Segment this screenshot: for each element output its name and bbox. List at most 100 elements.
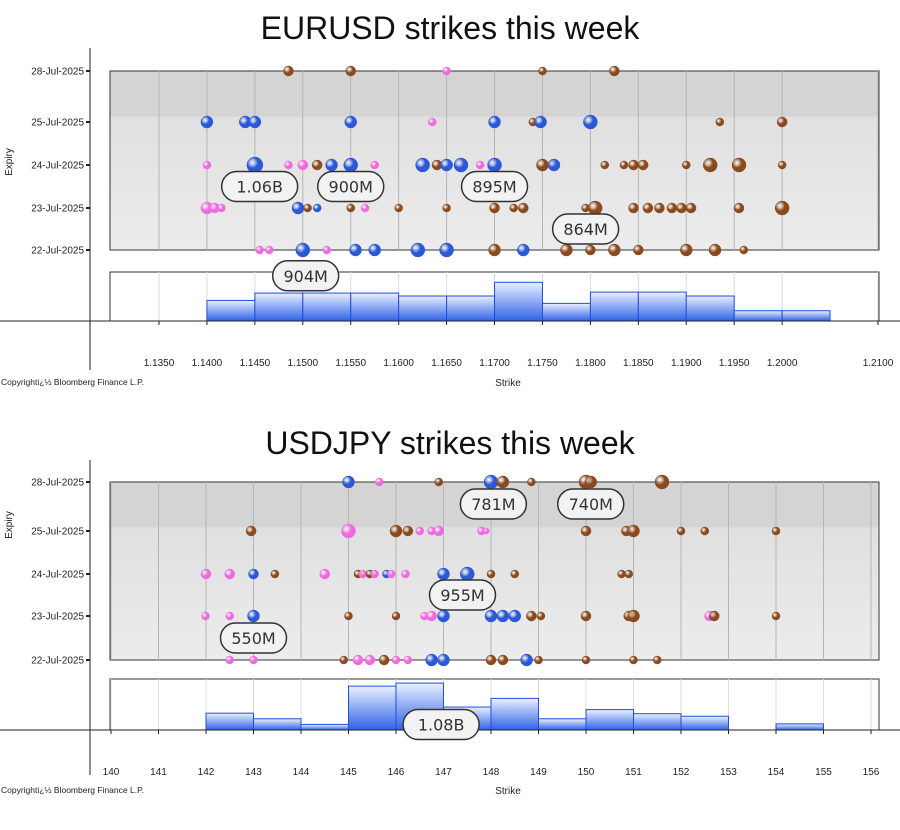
strike-point-brown xyxy=(270,569,280,579)
histogram-bar xyxy=(494,281,543,322)
y-tick-label: 28-Jul-2025 xyxy=(31,478,84,489)
copyright-notice: Copyrighti¿½ Bloomberg Finance L.P. xyxy=(1,785,144,795)
strike-point-pink xyxy=(415,526,424,536)
strike-point-blue xyxy=(437,567,450,581)
strike-point-blue xyxy=(487,157,502,173)
strike-point-brown xyxy=(619,160,629,170)
strike-point-brown xyxy=(339,655,348,665)
histogram-bar xyxy=(781,310,831,322)
y-tick-label: 23-Jul-2025 xyxy=(31,612,84,623)
callout-label: 781M xyxy=(471,495,515,514)
x-tick-label: 1.1800 xyxy=(575,358,606,369)
histogram-bar xyxy=(633,713,682,731)
strike-point-pink xyxy=(403,655,413,665)
strike-point-brown xyxy=(585,244,596,256)
strike-point-blue xyxy=(248,115,262,129)
strike-point-blue xyxy=(520,653,533,667)
strike-point-blue xyxy=(349,243,362,257)
strike-point-brown xyxy=(584,475,597,489)
callout-label: 904M xyxy=(284,267,328,286)
strike-point-pink xyxy=(360,203,370,213)
callout-box xyxy=(219,622,288,654)
strike-point-pink xyxy=(297,159,309,171)
x-tick-label: 1.1850 xyxy=(623,358,654,369)
strike-point-blue xyxy=(415,157,430,173)
strike-point-brown xyxy=(303,203,312,213)
strike-point-brown xyxy=(702,157,718,173)
strike-point-pink xyxy=(201,611,210,621)
strike-point-brown xyxy=(771,611,781,621)
strike-point-brown xyxy=(344,611,353,621)
callout-label: 900M xyxy=(329,178,373,197)
callout-box xyxy=(459,488,528,520)
callout-label: 1.06B xyxy=(236,178,283,197)
strike-point-pink xyxy=(200,568,212,580)
y-tick-label: 22-Jul-2025 xyxy=(31,246,84,257)
strike-point-blue xyxy=(312,203,322,213)
histogram-bar xyxy=(253,718,302,731)
x-tick-label: 1.1900 xyxy=(671,358,702,369)
x-tick-label: 1.1450 xyxy=(240,358,271,369)
strike-point-blue xyxy=(343,157,358,173)
strike-point-pink xyxy=(352,654,364,666)
strike-point-brown xyxy=(627,609,640,623)
x-tick-label: 1.1750 xyxy=(527,358,558,369)
strike-point-brown xyxy=(731,157,747,173)
eurusd-chart-svg: 28-Jul-2025 25-Jul-2025 24-Jul-2025 23-Jul-… xyxy=(0,48,900,389)
strike-point-brown xyxy=(628,159,639,171)
x-tick-label: 1.1950 xyxy=(719,358,750,369)
histogram-bar xyxy=(348,685,397,731)
chart-title: USDJPY strikes this week xyxy=(265,425,635,461)
strike-point-brown xyxy=(682,160,691,170)
strike-point-brown xyxy=(600,160,610,170)
x-tick-label: 145 xyxy=(340,767,357,778)
strike-point-brown xyxy=(642,202,654,214)
usdjpy-chart: USDJPY strikes this week 28-Jul-2025 25-J… xyxy=(0,415,900,830)
strike-point-blue xyxy=(437,653,450,667)
strike-point-blue xyxy=(496,609,510,623)
chart-title: EURUSD strikes this week xyxy=(260,10,640,46)
strike-point-blue xyxy=(425,653,438,667)
strike-point-blue xyxy=(483,474,499,490)
x-tick-label: 150 xyxy=(578,767,595,778)
usdjpy-chart-svg: 28-Jul-2025 25-Jul-2025 24-Jul-2025 23-Jul-… xyxy=(0,460,900,797)
histogram-bar xyxy=(398,295,448,322)
strike-point-brown xyxy=(771,526,781,536)
strike-point-pink xyxy=(255,245,264,255)
y-axis-label: Expiry xyxy=(4,148,15,176)
x-tick-label: 143 xyxy=(245,767,262,778)
strike-point-brown xyxy=(485,654,497,666)
strike-point-brown xyxy=(587,200,603,216)
strike-point-blue xyxy=(440,158,453,172)
strike-point-pink xyxy=(433,525,444,537)
strike-point-brown xyxy=(389,524,403,538)
x-tick-label: 1.1700 xyxy=(479,358,510,369)
x-tick-label: 1.1600 xyxy=(383,358,414,369)
x-tick-label: 151 xyxy=(625,767,642,778)
callout-box xyxy=(316,170,385,203)
strike-point-pink xyxy=(426,610,437,622)
histogram-bar xyxy=(350,292,400,322)
strike-point-brown xyxy=(680,243,693,257)
strike-point-pink xyxy=(249,655,258,665)
strike-point-brown xyxy=(777,160,787,170)
strike-point-brown xyxy=(676,202,687,214)
x-tick-label: 152 xyxy=(673,767,690,778)
strike-point-pink xyxy=(224,568,235,580)
histogram-bar xyxy=(733,310,783,322)
x-tick-label: 141 xyxy=(150,767,167,778)
strike-point-brown xyxy=(283,65,294,77)
strike-point-brown xyxy=(486,569,496,579)
strike-point-brown xyxy=(346,203,355,213)
strike-point-brown xyxy=(637,159,649,171)
callout-box xyxy=(402,708,480,741)
strike-point-brown xyxy=(536,611,546,621)
histogram-bar xyxy=(446,295,496,322)
strike-point-blue xyxy=(484,609,498,623)
strike-point-brown xyxy=(560,243,573,257)
y-tick-label: 22-Jul-2025 xyxy=(31,656,84,667)
x-axis-label: Strike xyxy=(495,786,521,797)
strike-point-brown xyxy=(527,477,536,487)
strike-point-brown xyxy=(653,655,662,665)
histogram-bar xyxy=(302,292,352,322)
